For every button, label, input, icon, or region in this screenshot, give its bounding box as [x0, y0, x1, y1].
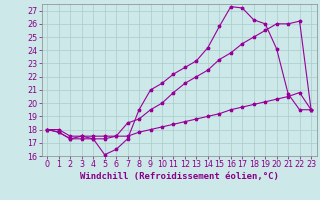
- X-axis label: Windchill (Refroidissement éolien,°C): Windchill (Refroidissement éolien,°C): [80, 172, 279, 181]
